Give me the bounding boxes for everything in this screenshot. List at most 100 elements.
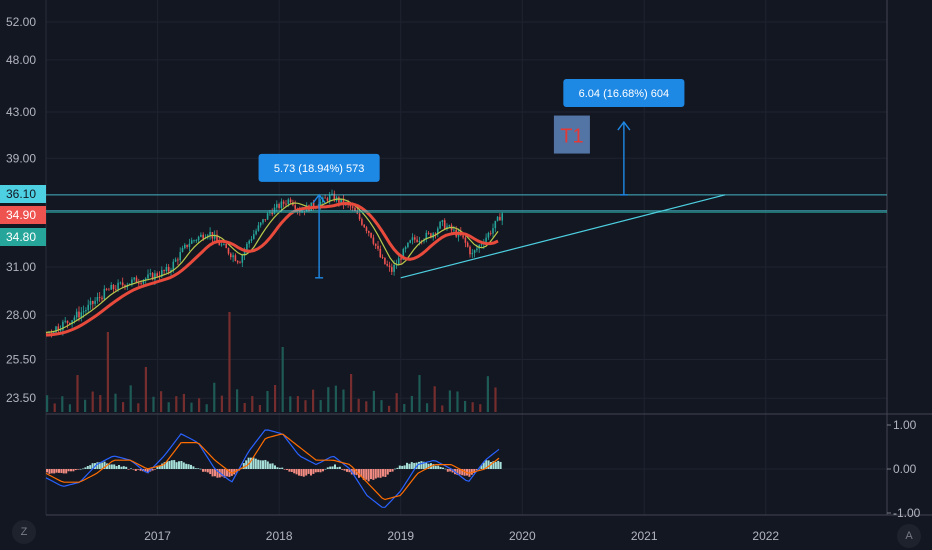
time-tick-label: 2021: [631, 529, 658, 543]
candle: [414, 237, 416, 240]
candle: [492, 228, 494, 234]
macd-histogram-bar: [190, 464, 192, 469]
macd-histogram-bar: [353, 469, 356, 475]
macd-histogram-bar: [298, 469, 300, 476]
macd-histogram-bar: [334, 464, 336, 469]
macd-histogram-bar: [214, 469, 216, 477]
macd-histogram-bar: [89, 465, 92, 469]
volume-bar: [319, 400, 322, 412]
macd-histogram-bar: [367, 469, 370, 482]
macd-histogram-bar: [122, 466, 125, 469]
price-tag: [0, 228, 46, 246]
macd-histogram-bar: [166, 461, 168, 469]
macd-histogram-bar: [151, 469, 154, 471]
auto-scale-button[interactable]: A: [897, 524, 921, 548]
volume-bar: [479, 404, 482, 412]
candle: [112, 284, 115, 290]
volume-bar: [448, 390, 451, 412]
price-tag: [0, 206, 46, 224]
macd-histogram-bar: [348, 469, 351, 473]
price-tick-label: 23.50: [6, 391, 36, 405]
macd-histogram-bar: [48, 469, 51, 474]
macd-histogram-bar: [276, 467, 279, 469]
candle: [271, 212, 273, 215]
measure-label: 6.04 (16.68%) 604: [579, 88, 670, 100]
candle: [94, 300, 96, 304]
macd-histogram-bar: [432, 464, 435, 469]
volume-bar: [190, 402, 193, 412]
macd-histogram-bar: [209, 469, 212, 475]
volume-bar: [251, 396, 254, 412]
volume-bar: [486, 376, 489, 412]
candle: [326, 198, 329, 201]
candle: [338, 197, 340, 203]
macd-histogram-bar: [293, 469, 296, 474]
candle: [439, 221, 441, 229]
timezone-button[interactable]: Z: [12, 520, 36, 544]
macd-histogram-bar: [283, 469, 286, 470]
candle: [142, 280, 145, 284]
candle: [108, 289, 110, 291]
candle: [181, 248, 184, 253]
macd-histogram-bar: [314, 469, 317, 473]
candle: [379, 248, 382, 258]
price-tick-label: 31.00: [6, 260, 36, 274]
candle: [363, 224, 365, 228]
trendline: [400, 194, 726, 279]
macd-histogram-bar: [103, 461, 106, 469]
price-tick-label: 48.00: [6, 53, 36, 67]
volume-bar: [159, 391, 163, 412]
macd-histogram-bar: [187, 464, 190, 469]
volume-bar: [425, 403, 429, 412]
macd-histogram-bar: [250, 457, 252, 469]
volume-bar: [152, 396, 155, 412]
volume-bar: [418, 375, 421, 412]
volume-bar: [289, 396, 292, 412]
candle: [368, 230, 370, 233]
candle: [402, 249, 405, 260]
macd-histogram-bar: [324, 468, 327, 470]
volume-bar: [395, 393, 398, 412]
macd-histogram-bar: [482, 462, 485, 469]
volume-bar: [403, 404, 406, 412]
candle: [101, 297, 103, 300]
macd-histogram-bar: [461, 469, 464, 476]
candle: [499, 216, 501, 221]
macd-histogram-bar: [278, 467, 281, 469]
macd-histogram-bar: [50, 469, 53, 474]
candle: [186, 244, 188, 247]
macd-histogram-bar: [463, 469, 466, 476]
moving-average-long: [45, 201, 499, 337]
candle: [480, 244, 483, 246]
macd-histogram-bar: [394, 468, 396, 470]
macd-histogram-bar: [295, 469, 298, 475]
candle: [184, 244, 186, 249]
volume-bar: [258, 404, 261, 412]
volume-bar: [121, 402, 125, 412]
candle: [361, 219, 363, 225]
candle: [386, 264, 388, 266]
macd-histogram-bar: [55, 469, 58, 473]
macd-histogram-bar: [163, 462, 166, 469]
candle: [496, 216, 499, 221]
candle: [59, 329, 62, 331]
macd-histogram-bar: [245, 460, 248, 469]
candle: [354, 207, 356, 212]
macd-histogram-bar: [98, 462, 101, 469]
macd-histogram-bar: [382, 469, 384, 477]
candle: [82, 311, 85, 313]
macd-histogram-bar: [322, 469, 324, 472]
candle: [110, 284, 112, 290]
candle: [64, 320, 66, 322]
volume-bar: [243, 403, 246, 412]
candle: [489, 232, 492, 234]
candle: [377, 245, 379, 249]
candle: [133, 277, 135, 280]
candle: [66, 320, 69, 323]
volume-bar: [114, 393, 117, 412]
macd-histogram-bar: [134, 469, 137, 471]
price-tick-label: 43.00: [6, 105, 36, 119]
macd-histogram-bar: [228, 469, 231, 477]
candle: [138, 282, 140, 284]
